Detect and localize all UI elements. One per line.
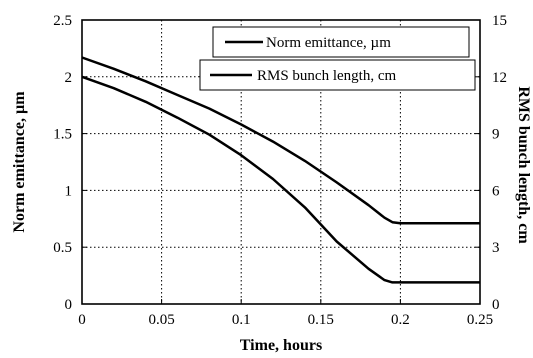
x-tick-label: 0.25 [467,312,493,328]
y-tick-label-right: 0 [492,297,500,313]
plot-frame [81,19,481,305]
y-tick-label-left: 2.5 [53,13,72,29]
x-tick-label: 0.1 [232,312,251,328]
legend: Norm emittance, µm RMS bunch length, cm [199,26,476,91]
y-tick-label-right: 15 [492,13,507,29]
ticks [81,19,481,305]
y-axis-title-right: RMS bunch length, cm [515,86,532,244]
grid [82,20,480,304]
y-tick-label-left: 0 [65,297,73,313]
y-tick-label-right: 6 [492,183,500,199]
legend-label-2: RMS bunch length, cm [257,68,396,84]
x-tick-label: 0.2 [391,312,410,328]
y-tick-label-right: 12 [492,70,507,86]
y-tick-label-left: 1.5 [53,127,72,143]
y-tick-label-right: 3 [492,240,500,256]
legend-label-1: Norm emittance, µm [266,35,391,51]
series-group [81,56,480,284]
x-tick-label: 0.15 [308,312,334,328]
y-tick-label-left: 2 [65,70,73,86]
y-axis-title-left: Norm emittance, µm [11,91,28,233]
y-tick-label-left: 0.5 [53,240,72,256]
series-line-1 [81,56,480,225]
x-tick-label: 0 [78,312,86,328]
series-line-2 [81,75,480,284]
y-tick-label-left: 1 [65,183,73,199]
x-tick-label: 0.05 [148,312,174,328]
y-tick-label-right: 9 [492,127,500,143]
x-axis-title: Time, hours [240,337,322,354]
